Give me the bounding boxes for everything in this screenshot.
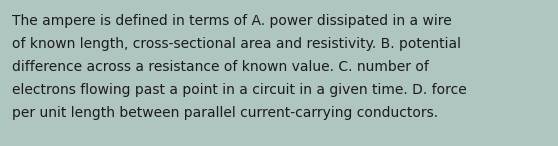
Text: per unit length between parallel current-carrying conductors.: per unit length between parallel current… xyxy=(12,106,438,120)
Text: difference across a resistance of known value. C. number of: difference across a resistance of known … xyxy=(12,60,429,74)
Text: electrons flowing past a point in a circuit in a given time. D. force: electrons flowing past a point in a circ… xyxy=(12,83,466,97)
Text: The ampere is defined in terms of A. power dissipated in a wire: The ampere is defined in terms of A. pow… xyxy=(12,14,452,28)
Text: of known length, cross-sectional area and resistivity. B. potential: of known length, cross-sectional area an… xyxy=(12,37,461,51)
